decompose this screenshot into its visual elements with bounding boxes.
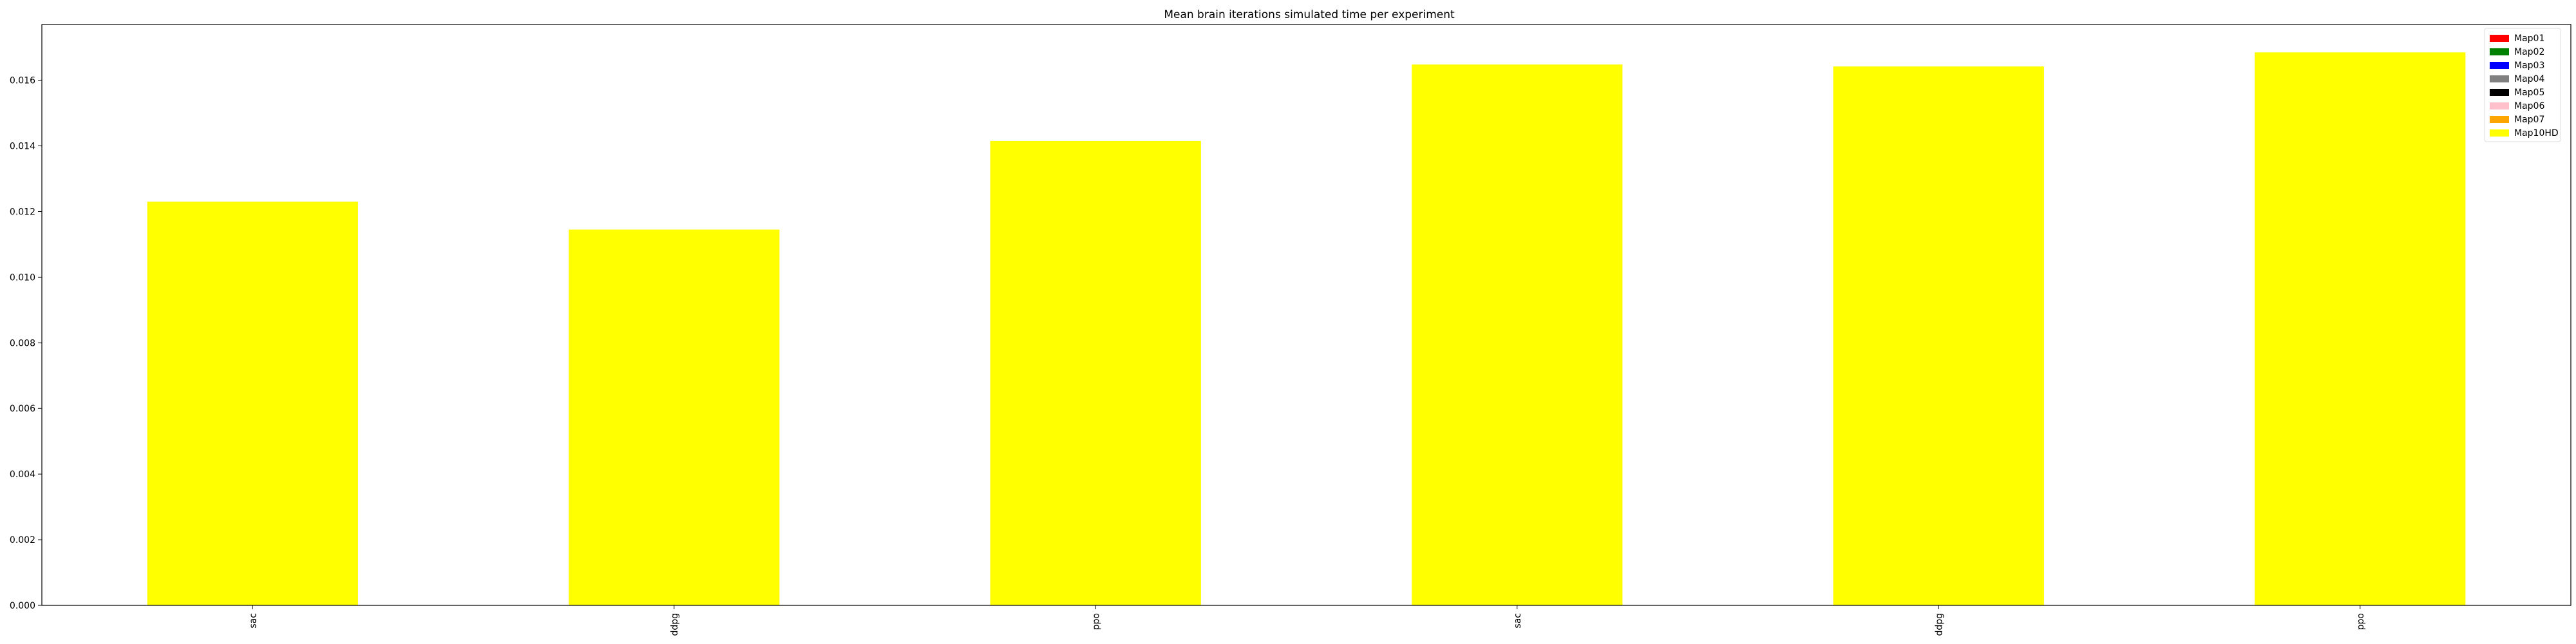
y-tick-label: 0.010 [10, 272, 35, 283]
legend-label: Map01 [2514, 33, 2544, 44]
y-tick-label: 0.002 [10, 535, 35, 545]
y-tick-label: 0.016 [10, 76, 35, 86]
y-tick-label: 0.012 [10, 207, 35, 217]
x-tick-label: ddpg [1934, 613, 1944, 636]
legend-swatch [2490, 102, 2509, 109]
legend-label: Map06 [2514, 101, 2544, 111]
y-tick-label: 0.014 [10, 142, 35, 152]
y-axis: 0.000 0.002 0.004 0.006 0.008 0.010 0.012 0.014… [10, 76, 42, 611]
legend-label: Map10HD [2514, 128, 2559, 138]
plot-frame [41, 24, 2571, 606]
legend-swatch [2490, 75, 2509, 82]
legend-label: Map07 [2514, 115, 2544, 125]
legend-swatch [2490, 62, 2509, 69]
legend-swatch [2490, 48, 2509, 55]
bar [1412, 64, 1623, 605]
y-tick-label: 0.006 [10, 404, 35, 414]
bar [569, 229, 780, 606]
x-tick-label: sac [1513, 613, 1523, 629]
bars [147, 52, 2466, 606]
legend-label: Map02 [2514, 47, 2544, 57]
legend-label: Map05 [2514, 88, 2544, 98]
x-axis: sac ddpg ppo sac ddpg ppo [248, 605, 2366, 636]
legend-box [2484, 28, 2561, 142]
legend-swatch [2490, 129, 2509, 137]
y-tick-label: 0.000 [10, 601, 35, 611]
legend-swatch [2490, 89, 2509, 96]
legend-label: Map03 [2514, 61, 2544, 71]
x-tick-label: ppo [2356, 613, 2366, 630]
bar [2255, 52, 2466, 605]
legend-swatch [2490, 116, 2509, 123]
bar [1833, 66, 2044, 606]
legend: Map01 Map02 Map03 Map04 Map05 Map06 Map07 Map10… [2484, 28, 2561, 142]
x-tick-label: ddpg [670, 613, 680, 636]
y-tick-label: 0.004 [10, 469, 35, 480]
bar [990, 140, 1201, 605]
legend-label: Map04 [2514, 74, 2544, 84]
x-tick-label: sac [248, 613, 258, 629]
bar [147, 202, 358, 606]
x-tick-label: ppo [1091, 613, 1101, 630]
chart-title: Mean brain iterations simulated time per… [1164, 8, 1455, 21]
y-tick-label: 0.008 [10, 338, 35, 348]
legend-swatch [2490, 35, 2509, 42]
